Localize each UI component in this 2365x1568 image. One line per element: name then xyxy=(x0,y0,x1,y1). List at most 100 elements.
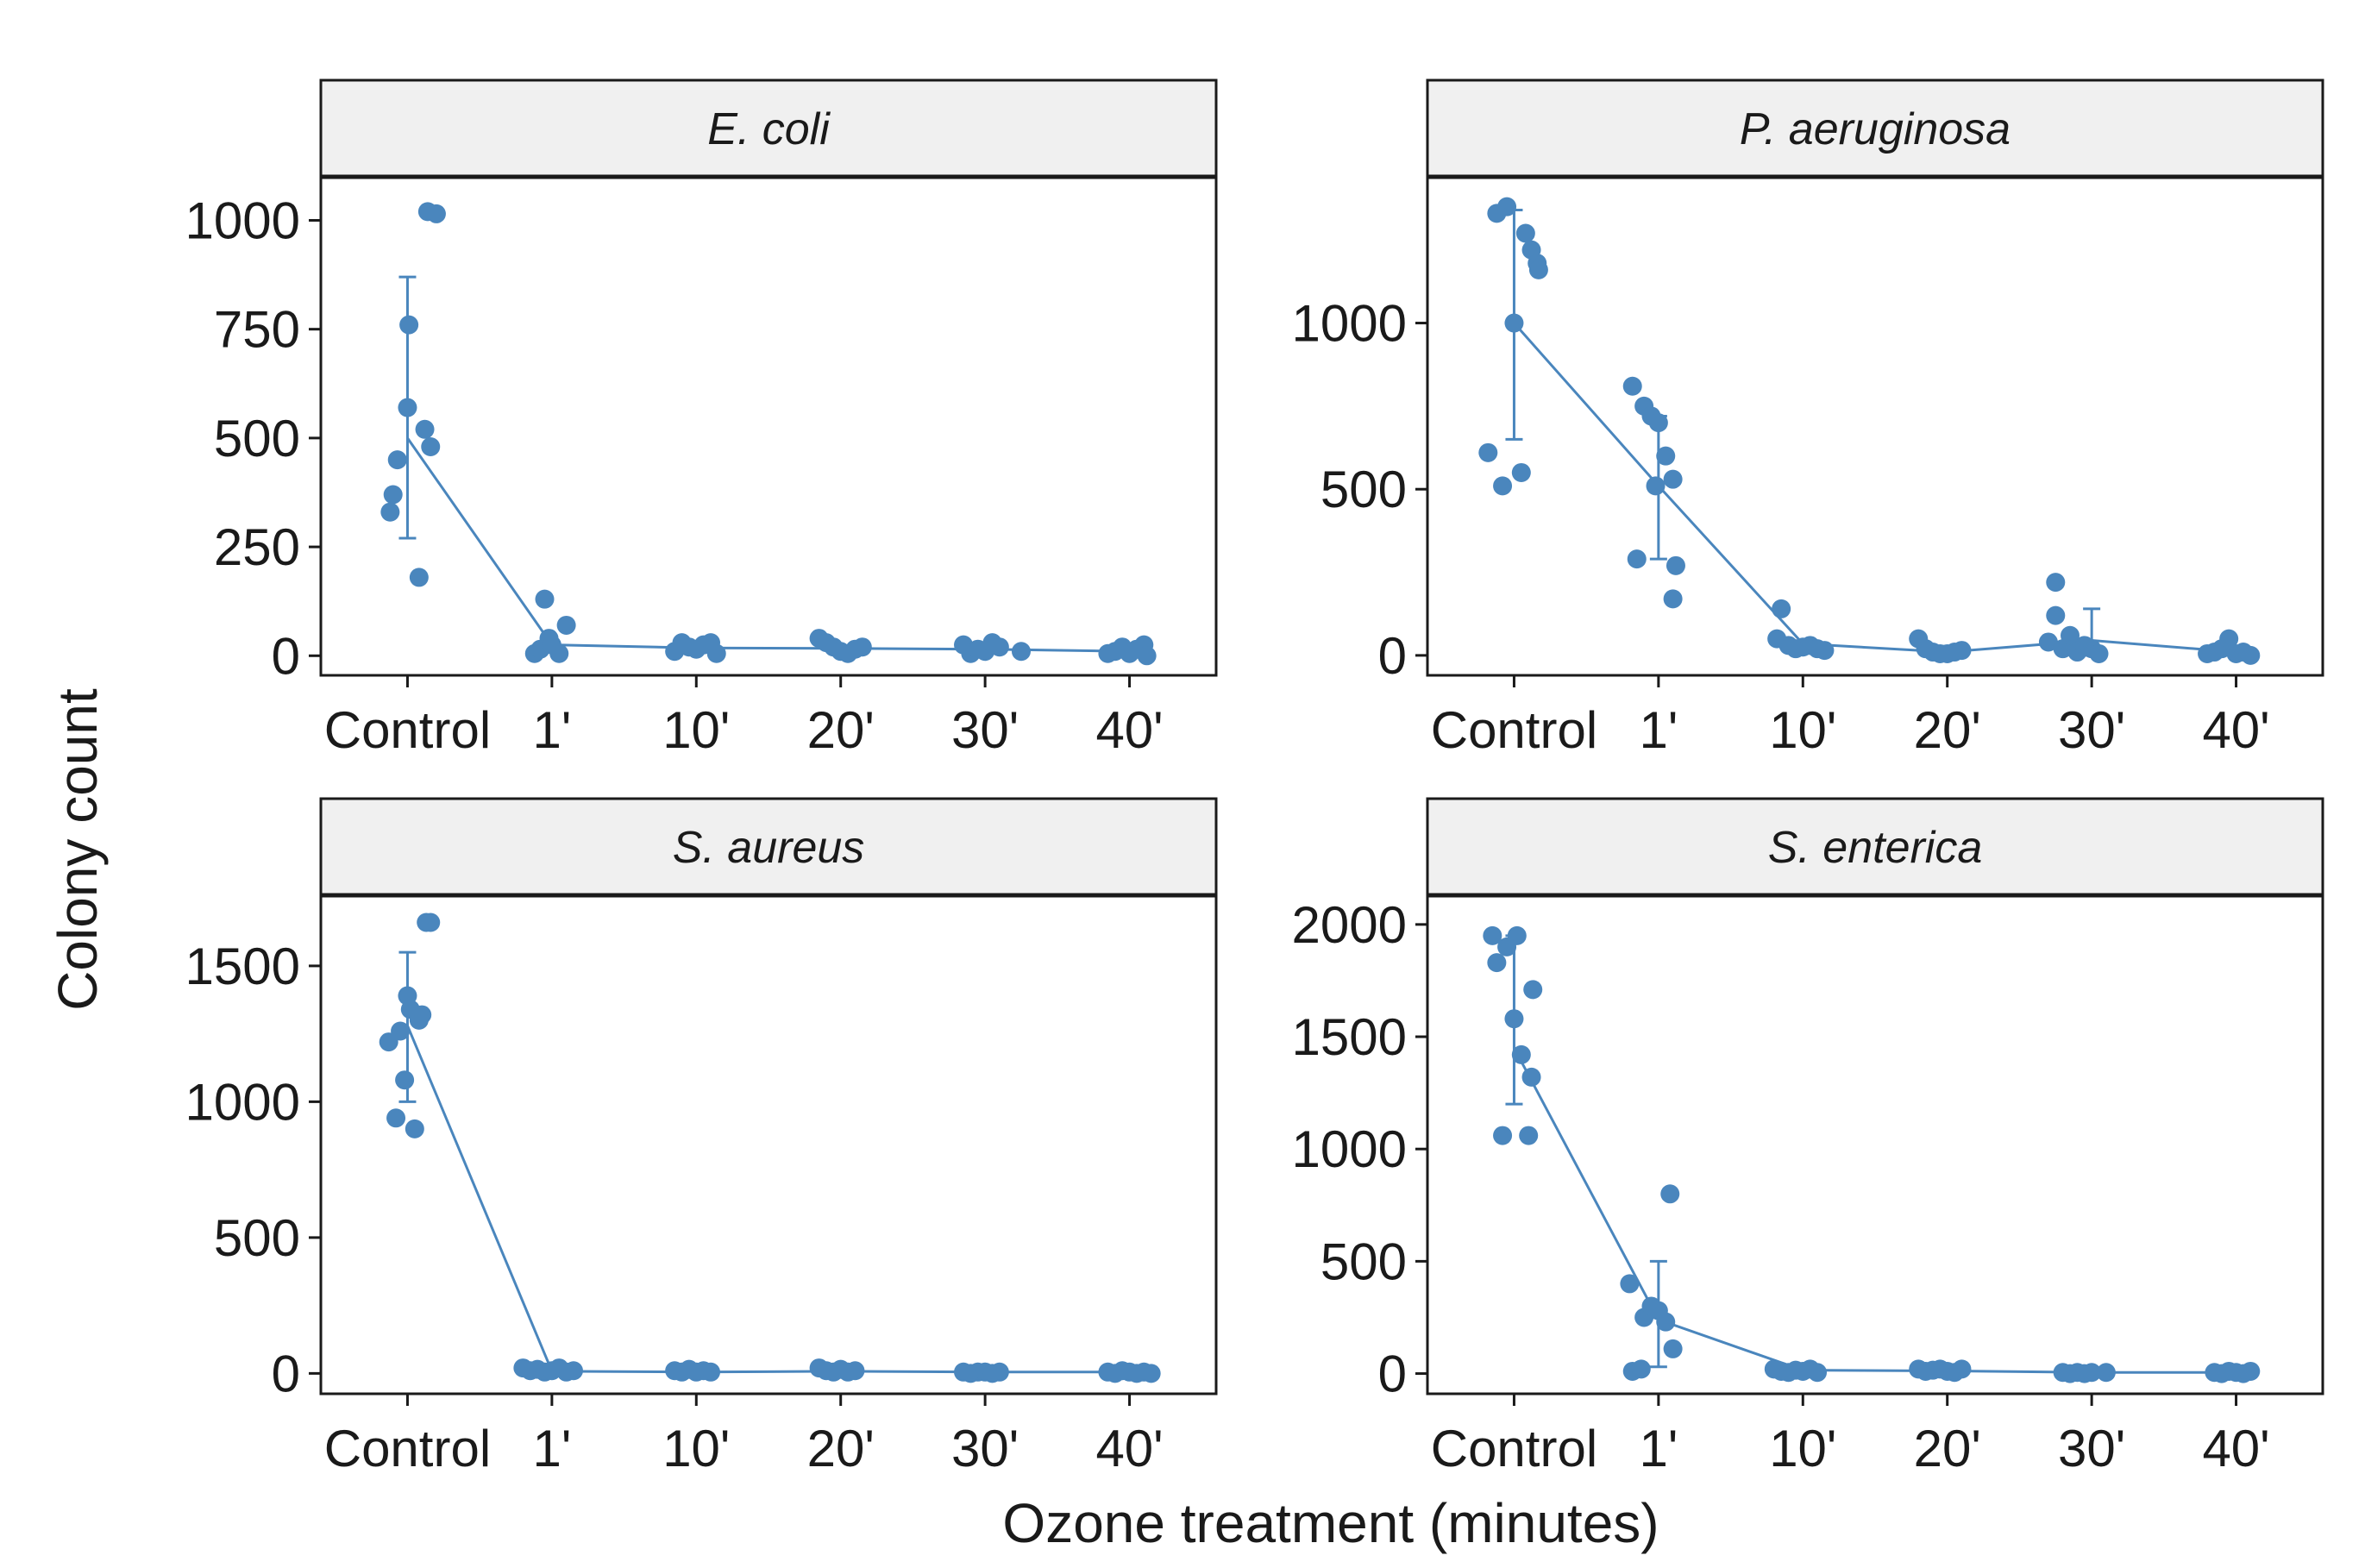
data-point xyxy=(415,419,435,439)
panel-title: S. aureus xyxy=(673,823,865,873)
y-tick-label: 500 xyxy=(214,410,300,467)
x-axis-label: Ozone treatment (minutes) xyxy=(1002,1492,1659,1554)
x-tick-label: 30' xyxy=(2058,701,2125,759)
strip-s-enterica xyxy=(1426,797,2324,897)
data-point xyxy=(386,1108,406,1128)
y-tick-label: 0 xyxy=(272,627,300,685)
y-tick-label: 2000 xyxy=(1292,896,1407,954)
data-point xyxy=(2061,625,2080,645)
y-tick-label: 500 xyxy=(214,1209,300,1267)
data-point xyxy=(2241,1361,2261,1381)
data-point xyxy=(701,1362,721,1382)
x-tick-label: 40' xyxy=(1095,1420,1163,1477)
data-point xyxy=(1656,446,1676,466)
data-point xyxy=(1519,1126,1539,1145)
panel-s-enterica: S. enterica 0 500 1000 1500 2000 Control 1' 10' 2… xyxy=(1292,797,2324,1477)
x-tick-label: 20' xyxy=(1914,1420,1981,1477)
x-tick-label: 1' xyxy=(1639,1420,1678,1477)
x-tick-label: 30' xyxy=(2058,1420,2125,1477)
x-tick-label: 1' xyxy=(1639,701,1678,759)
x-tick-label: 20' xyxy=(1914,701,1981,759)
data-point xyxy=(1660,1184,1680,1204)
x-tick-label: 40' xyxy=(2202,701,2269,759)
data-point xyxy=(556,615,576,635)
data-point xyxy=(706,643,726,663)
data-point xyxy=(1666,555,1685,575)
data-point xyxy=(2096,1363,2116,1383)
data-point xyxy=(395,1070,415,1090)
data-point xyxy=(1504,1009,1524,1029)
data-point xyxy=(1521,1067,1541,1087)
mean-line xyxy=(406,437,1130,653)
y-tick-label: 1000 xyxy=(185,191,300,249)
y-tick-label: 1000 xyxy=(1292,1120,1407,1178)
data-point xyxy=(989,637,1009,657)
data-point xyxy=(1663,589,1683,609)
data-point xyxy=(549,643,569,663)
data-point xyxy=(399,315,419,335)
x-tick-label: Control xyxy=(1431,701,1597,759)
data-point xyxy=(1497,197,1517,216)
strip-e-coli xyxy=(319,78,1218,179)
y-tick-label: 500 xyxy=(1321,461,1407,518)
data-point xyxy=(1663,469,1683,489)
data-point xyxy=(1483,925,1502,945)
data-point xyxy=(845,1361,865,1381)
data-point xyxy=(1511,462,1531,482)
data-point xyxy=(2082,1363,2102,1383)
plot-area-e-coli xyxy=(319,175,1218,677)
data-point xyxy=(535,589,555,609)
x-tick-label: 10' xyxy=(662,1420,730,1477)
data-point xyxy=(1141,1364,1161,1383)
data-point xyxy=(1646,476,1666,496)
y-tick-label: 250 xyxy=(214,518,300,576)
data-point xyxy=(1504,313,1524,333)
data-point xyxy=(1478,442,1498,462)
data-point xyxy=(421,913,441,932)
data-point xyxy=(398,398,417,417)
data-point xyxy=(1507,925,1527,945)
x-tick-label: 30' xyxy=(951,701,1019,759)
data-point xyxy=(1620,1274,1640,1294)
x-tick-label: 30' xyxy=(951,1420,1019,1477)
x-tick-label: 20' xyxy=(807,1420,875,1477)
x-tick-label: Control xyxy=(324,1420,491,1477)
mean-line xyxy=(1513,1047,2236,1374)
x-tick-label: 1' xyxy=(532,1420,571,1477)
data-point xyxy=(2046,573,2066,593)
data-point xyxy=(2241,645,2261,665)
panel-p-aeruginosa: P. aeruginosa 0 500 1000 Control 1' 10' 20' 30' 4… xyxy=(1292,78,2324,759)
data-point xyxy=(989,1362,1009,1382)
data-point xyxy=(1493,476,1513,496)
panel-s-aureus: S. aureus 0 500 1000 1500 Control 1' 10' 20' 30' 4… xyxy=(185,797,1218,1477)
data-point xyxy=(2046,605,2066,625)
data-point xyxy=(1656,1312,1676,1332)
data-point xyxy=(1622,376,1642,396)
data-point xyxy=(1952,1359,1972,1379)
data-point xyxy=(852,637,872,657)
strip-s-aureus xyxy=(319,797,1218,897)
data-point xyxy=(1815,641,1835,661)
y-tick-label: 0 xyxy=(1378,627,1407,685)
panel-title: E. coli xyxy=(707,104,831,154)
x-tick-label: 40' xyxy=(2202,1420,2269,1477)
plot-area-p-aeruginosa xyxy=(1426,175,2324,677)
y-tick-label: 0 xyxy=(1378,1345,1407,1403)
data-point xyxy=(1648,413,1668,433)
x-tick-label: 10' xyxy=(1769,1420,1836,1477)
y-tick-label: 1000 xyxy=(185,1073,300,1131)
y-tick-label: 500 xyxy=(1321,1232,1407,1290)
data-point xyxy=(412,1005,432,1025)
y-tick-label: 0 xyxy=(272,1345,300,1402)
data-point xyxy=(380,502,400,522)
x-tick-label: Control xyxy=(324,701,491,759)
data-point xyxy=(1515,223,1535,243)
x-tick-label: 10' xyxy=(662,701,730,759)
x-tick-label: 40' xyxy=(1095,701,1163,759)
y-tick-label: 1000 xyxy=(1292,295,1407,353)
data-point xyxy=(1011,642,1031,662)
data-point xyxy=(1487,953,1507,973)
panel-title: P. aeruginosa xyxy=(1740,104,2011,154)
data-point xyxy=(1511,1044,1531,1064)
